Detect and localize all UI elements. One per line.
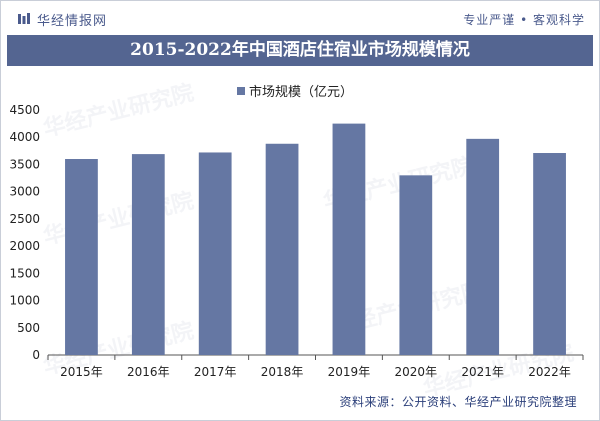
slogan: 专业严谨 • 客观科学 [463, 13, 585, 27]
y-tick-label: 3000 [9, 185, 40, 199]
y-tick-label: 500 [17, 321, 40, 335]
y-tick-label: 4500 [9, 103, 40, 117]
chart-title: 2015-2022年中国酒店住宿业市场规模情况 [7, 35, 593, 66]
x-tick-label: 2021年 [461, 365, 504, 379]
bar-2016年 [131, 154, 165, 355]
y-tick-label: 2500 [9, 212, 40, 226]
bar-2017年 [198, 152, 232, 355]
bar-2018年 [265, 143, 299, 355]
legend-label: 市场规模（亿元） [249, 85, 354, 100]
brand-name: 华经情报网 [37, 13, 108, 29]
legend: 市场规模（亿元） [237, 81, 353, 100]
y-tick-label: 1500 [9, 266, 40, 280]
x-tick-label: 2022年 [528, 365, 571, 379]
x-tick-label: 2019年 [328, 365, 371, 379]
header-bar: 华经情报网 专业严谨 • 客观科学 [1, 1, 599, 35]
x-tick-label: 2016年 [127, 365, 170, 379]
x-tick-label: 2018年 [261, 365, 304, 379]
bar-2019年 [332, 123, 366, 355]
source-note: 资料来源：公开资料、华经产业研究院整理 [339, 395, 577, 409]
bar-2021年 [466, 138, 500, 355]
bar-2020年 [399, 175, 433, 355]
y-tick-label: 2000 [9, 239, 40, 253]
x-tick-label: 2020年 [395, 365, 438, 379]
brand-logo-icon [18, 13, 30, 24]
x-tick-label: 2015年 [60, 365, 103, 379]
y-tick-label: 4000 [9, 130, 40, 144]
x-tick-label: 2017年 [194, 365, 237, 379]
y-tick-label: 1000 [9, 294, 40, 308]
y-tick-label: 3500 [9, 157, 40, 171]
legend-swatch [237, 86, 245, 95]
bar-2022年 [533, 153, 566, 355]
y-tick-label: 0 [32, 348, 40, 362]
brand: 华经情报网 [17, 10, 108, 29]
bar-2015年 [65, 159, 98, 355]
